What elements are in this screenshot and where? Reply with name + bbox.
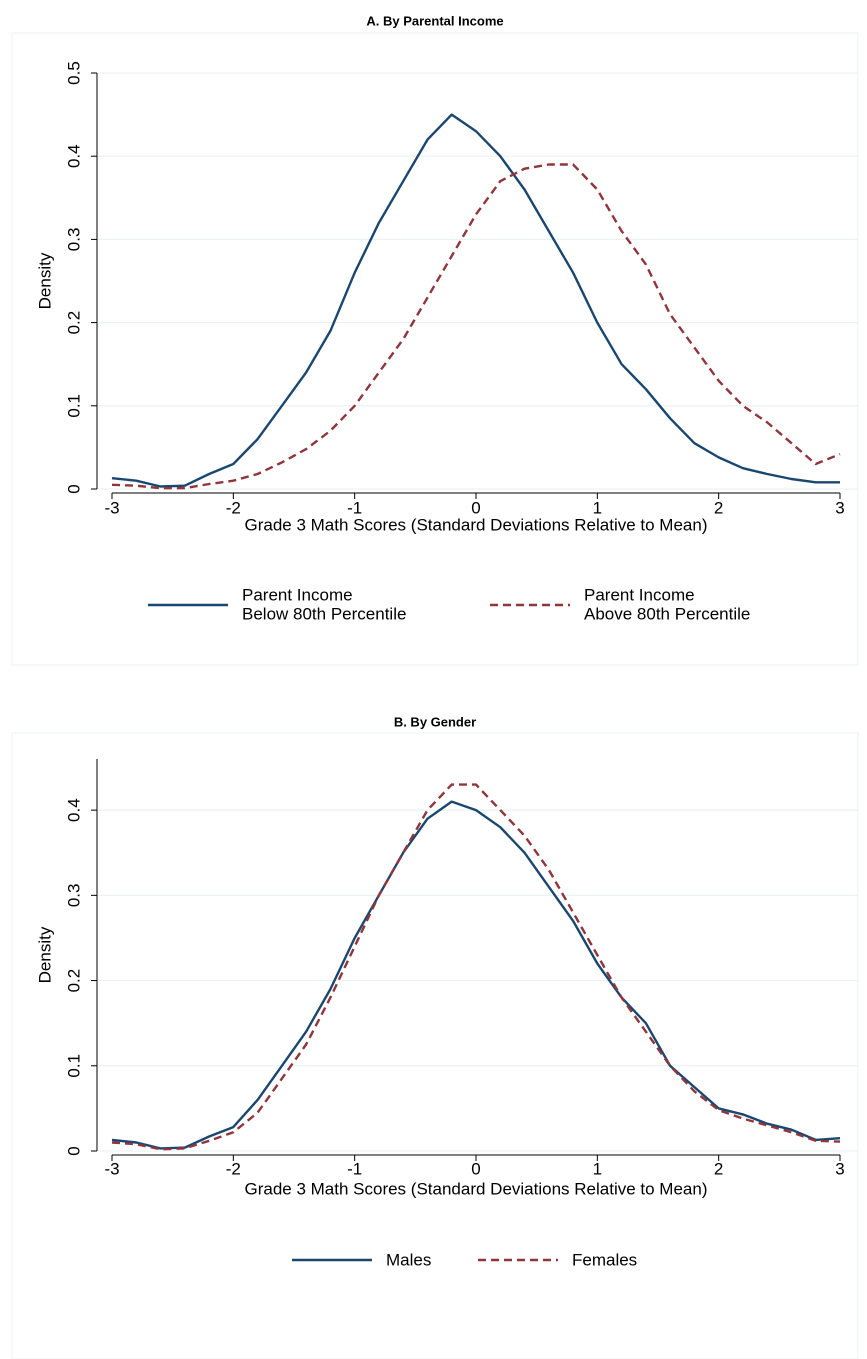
y-tick-label: 0.3	[64, 884, 83, 908]
y-tick-label: 0.4	[64, 144, 83, 168]
x-tick-label: 2	[714, 498, 723, 517]
line-series	[111, 113, 840, 488]
x-tick-label: -2	[226, 1159, 241, 1178]
x-tick-label: 0	[471, 498, 480, 517]
y-tick-label: 0.1	[64, 394, 83, 418]
x-tick-label: -3	[104, 498, 119, 517]
legend-label: Parent Income Above 80th Percentile	[584, 586, 750, 624]
y-tick-label: 0.1	[64, 1054, 83, 1078]
legend-label: Males	[386, 1250, 431, 1269]
line-series	[111, 783, 841, 1151]
x-axis-title: Grade 3 Math Scores (Standard Deviations…	[244, 515, 707, 534]
legend-label: Parent Income Below 80th Percentile	[242, 586, 406, 624]
chart-title: A. By Parental Income	[366, 13, 503, 28]
y-tick-label: 0.2	[64, 311, 83, 335]
x-tick-label: 0	[471, 1159, 480, 1178]
x-tick-label: 1	[593, 1159, 602, 1178]
legend-label: Females	[572, 1250, 637, 1269]
x-tick-label: 1	[593, 498, 602, 517]
y-tick-label: 0.4	[64, 798, 83, 822]
y-tick-label: 0.3	[64, 228, 83, 252]
y-axis-title: Density	[35, 926, 54, 983]
x-tick-label: 3	[835, 498, 844, 517]
line-series	[111, 800, 841, 1150]
panel-frame	[11, 32, 859, 666]
x-tick-label: 2	[714, 1159, 723, 1178]
x-tick-label: 3	[835, 1159, 844, 1178]
y-tick-label: 0.5	[64, 61, 83, 85]
y-tick-label: 0	[64, 484, 83, 493]
x-tick-label: -3	[104, 1159, 119, 1178]
x-tick-label: -1	[347, 498, 362, 517]
y-tick-label: 0.2	[64, 969, 83, 993]
x-axis-title: Grade 3 Math Scores (Standard Deviations…	[244, 1179, 707, 1198]
chart-title: B. By Gender	[394, 714, 476, 729]
y-axis-title: Density	[35, 252, 54, 309]
x-tick-label: -2	[226, 498, 241, 517]
y-tick-label: 0	[64, 1146, 83, 1155]
x-tick-label: -1	[347, 1159, 362, 1178]
line-series	[111, 163, 841, 490]
panel-frame	[11, 732, 859, 1359]
